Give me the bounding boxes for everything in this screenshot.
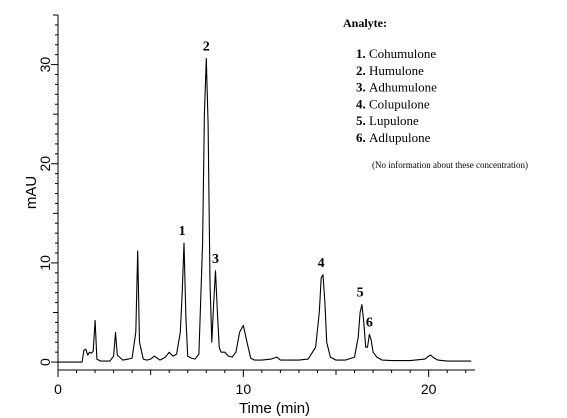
legend-item: 6. Adlupulone [356,130,431,145]
legend-title: Analyte: [343,16,387,30]
y-axis-label: mAU [23,176,40,209]
peak-label: 4 [318,256,325,271]
legend-item: 2. Humulone [356,63,424,78]
y-tick-label: 20 [37,156,53,172]
x-tick-label: 10 [236,381,252,397]
peak-labels: 1 2 3 4 56 [179,40,373,331]
legend-items: 1. Cohumulone 2. Humulone 3. Adhumulone4. … [356,46,437,145]
y-ticks: 0 10 20 30 [37,14,58,366]
x-tick-label: 20 [421,381,437,397]
x-tick-label: 0 [54,381,62,397]
x-ticks: 0 10 20 [54,370,467,397]
y-tick-label: 30 [37,57,53,73]
peak-label: 5 [357,286,364,301]
chromatogram-trace [58,58,472,363]
peak-label: 2 [203,40,210,55]
legend: Analyte: 1. Cohumulone 2. Humulone 3. Adhu… [343,16,528,170]
peak-label: 6 [366,315,373,330]
peak-label: 3 [212,252,219,267]
y-tick-label: 0 [37,358,53,366]
y-tick-label: 10 [37,255,53,271]
legend-item: 4. Colupulone [356,96,430,111]
peak-label: 1 [179,224,186,239]
x-axis-label: Time (min) [239,400,310,417]
legend-item: 5. Lupulone [356,113,419,128]
legend-item: 3. Adhumulone [356,80,437,95]
legend-item: 1. Cohumulone [356,46,436,61]
legend-note: (No information about these concentratio… [372,160,528,170]
